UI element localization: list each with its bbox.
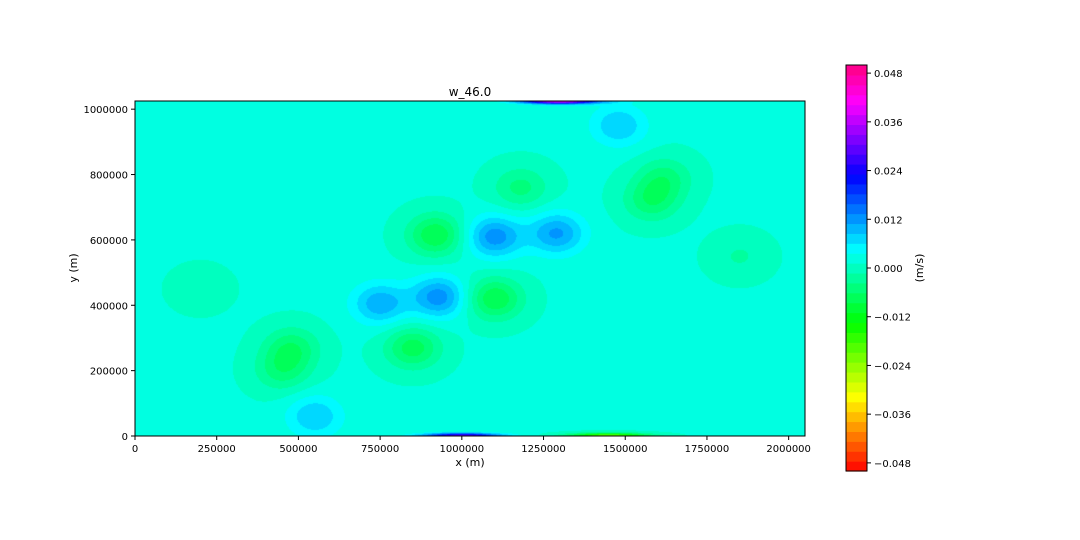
colorbar-band bbox=[846, 292, 867, 304]
colorbar-tick-label: −0.048 bbox=[874, 459, 911, 470]
y-axis-label: y (m) bbox=[67, 253, 80, 282]
colorbar-band bbox=[846, 134, 867, 145]
colorbar-band bbox=[846, 243, 867, 254]
colorbar-band bbox=[846, 65, 867, 76]
y-tick-label: 800000 bbox=[90, 171, 128, 182]
colorbar-band bbox=[846, 104, 867, 116]
y-tick-label: 600000 bbox=[90, 236, 128, 247]
x-tick-label: 500000 bbox=[279, 444, 317, 455]
colorbar-band bbox=[846, 154, 867, 165]
colorbar-band bbox=[846, 164, 867, 175]
colorbar-tick-label: 0.024 bbox=[874, 167, 903, 178]
colorbar-band bbox=[846, 173, 867, 185]
colorbar-band bbox=[846, 411, 867, 423]
colorbar-band bbox=[846, 203, 867, 215]
colorbar-band bbox=[846, 233, 867, 244]
plot-area bbox=[134, 100, 806, 437]
y-axis: 0 200000 400000 600000 800000 1000000 bbox=[83, 105, 135, 443]
colorbar-band bbox=[846, 381, 867, 393]
colorbar-tick-label: −0.024 bbox=[874, 361, 911, 372]
colorbar-tick-label: −0.012 bbox=[874, 313, 911, 324]
x-tick-label: 250000 bbox=[198, 444, 236, 455]
colorbar-band bbox=[846, 114, 867, 126]
x-tick-label: 1000000 bbox=[440, 444, 485, 455]
colorbar-band bbox=[846, 332, 867, 343]
colorbar-ticks: −0.048 −0.036 −0.024 −0.012 0.000 0.012 0.024 0… bbox=[867, 69, 911, 470]
colorbar-band bbox=[846, 451, 867, 462]
colorbar-tick-label: 0.048 bbox=[874, 69, 903, 80]
colorbar-band bbox=[846, 272, 867, 284]
colorbar-tick-label: 0.036 bbox=[874, 118, 903, 129]
x-axis: 0 250000 500000 750000 1000000 1250000 1500000… bbox=[132, 436, 811, 455]
colorbar-band bbox=[846, 362, 867, 373]
colorbar-band bbox=[846, 302, 867, 314]
contour-field bbox=[135, 101, 805, 436]
x-axis-label: x (m) bbox=[455, 456, 484, 469]
x-tick-label: 2000000 bbox=[766, 444, 811, 455]
colorbar: −0.048 −0.036 −0.024 −0.012 0.000 0.012 0.024 0… bbox=[845, 64, 926, 472]
colorbar-band bbox=[846, 352, 867, 363]
colorbar-tick-label: 0.012 bbox=[874, 215, 903, 226]
colorbar-band bbox=[846, 421, 867, 432]
colorbar-band bbox=[846, 124, 867, 135]
y-tick-label: 1000000 bbox=[83, 105, 128, 116]
colorbar-band bbox=[846, 391, 867, 403]
x-tick-label: 1750000 bbox=[685, 444, 730, 455]
colorbar-band bbox=[846, 94, 867, 106]
colorbar-band bbox=[846, 183, 867, 195]
colorbar-band bbox=[846, 371, 867, 383]
plot-frame bbox=[134, 100, 806, 437]
colorbar-band bbox=[846, 223, 867, 234]
colorbar-band bbox=[846, 144, 867, 155]
colorbar-band bbox=[846, 312, 867, 324]
colorbar-band bbox=[846, 84, 867, 96]
colorbar-band bbox=[846, 461, 867, 472]
colorbar-band bbox=[846, 213, 867, 225]
y-tick-label: 0 bbox=[122, 432, 128, 443]
x-tick-label: 0 bbox=[132, 444, 138, 455]
x-tick-label: 750000 bbox=[361, 444, 399, 455]
colorbar-band bbox=[846, 441, 867, 452]
colorbar-tick-label: −0.036 bbox=[874, 410, 911, 421]
colorbar-band bbox=[846, 431, 867, 442]
colorbar-tick-label: 0.000 bbox=[874, 264, 903, 275]
y-tick-label: 200000 bbox=[90, 367, 128, 378]
x-tick-label: 1250000 bbox=[521, 444, 566, 455]
colorbar-band bbox=[846, 263, 867, 274]
x-tick-label: 1500000 bbox=[603, 444, 648, 455]
colorbar-band bbox=[846, 193, 867, 205]
colorbar-band bbox=[846, 322, 867, 333]
colorbar-band bbox=[846, 282, 867, 294]
colorbar-band bbox=[846, 342, 867, 353]
colorbar-bands bbox=[846, 65, 867, 472]
y-tick-label: 400000 bbox=[90, 301, 128, 312]
colorbar-band bbox=[846, 74, 867, 86]
colorbar-band bbox=[846, 401, 867, 413]
colorbar-label: (m/s) bbox=[913, 254, 926, 283]
chart-title: w_46.0 bbox=[449, 85, 492, 99]
colorbar-band bbox=[846, 253, 867, 264]
